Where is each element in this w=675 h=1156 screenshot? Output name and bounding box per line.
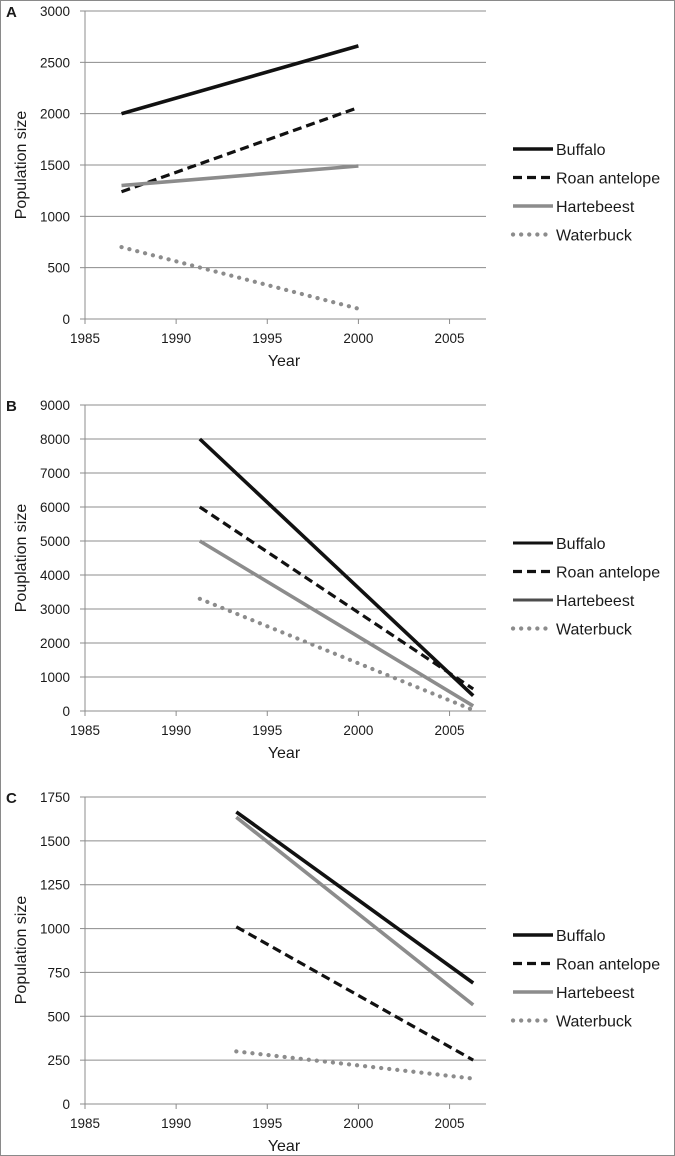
y-tick-label: 0 — [62, 704, 70, 719]
y-tick-label: 6000 — [40, 500, 70, 515]
x-tick-label: 1985 — [70, 331, 100, 346]
y-tick-label: 0 — [62, 312, 70, 327]
legend-label-roan-antelope: Roan antelope — [556, 171, 660, 188]
series-line-waterbuck — [119, 245, 361, 311]
y-tick-label: 9000 — [40, 398, 70, 413]
y-tick-label: 3000 — [40, 602, 70, 617]
x-axis-title: Year — [268, 1138, 301, 1155]
y-axis-title: Population size — [13, 111, 30, 220]
x-tick-label: 2000 — [343, 331, 373, 346]
legend-label-waterbuck: Waterbuck — [556, 622, 633, 639]
series-line-waterbuck — [197, 596, 476, 713]
series-line-buffalo — [121, 44, 359, 116]
legend-label-buffalo: Buffalo — [556, 142, 606, 159]
y-tick-label: 2500 — [40, 55, 70, 70]
y-tick-label: 5000 — [40, 534, 70, 549]
y-tick-label: 1000 — [40, 670, 70, 685]
y-tick-label: 1500 — [40, 834, 70, 849]
y-tick-label: 1500 — [40, 158, 70, 173]
y-tick-label: 500 — [47, 261, 70, 276]
y-tick-label: 1750 — [40, 790, 70, 805]
x-tick-label: 1990 — [161, 331, 191, 346]
panel-label-b: B — [6, 398, 17, 415]
y-tick-label: 1000 — [40, 922, 70, 937]
legend-label-waterbuck: Waterbuck — [556, 228, 633, 245]
y-tick-label: 0 — [62, 1097, 70, 1112]
series-line-hartebeest — [198, 539, 475, 708]
legend-label-hartebeest: Hartebeest — [556, 593, 635, 610]
y-tick-label: 3000 — [40, 4, 70, 19]
legend-label-buffalo: Buffalo — [556, 928, 606, 945]
x-tick-label: 1990 — [161, 1116, 191, 1131]
y-axis-title: Pouplation size — [13, 504, 30, 613]
x-tick-label: 2005 — [435, 1116, 465, 1131]
legend-label-waterbuck: Waterbuck — [556, 1014, 633, 1031]
x-tick-label: 1995 — [252, 331, 282, 346]
y-tick-label: 1250 — [40, 878, 70, 893]
series-line-roan-antelope — [120, 105, 359, 194]
legend-label-roan-antelope: Roan antelope — [556, 957, 660, 974]
x-tick-label: 2005 — [435, 723, 465, 738]
x-tick-label: 1985 — [70, 723, 100, 738]
y-tick-label: 7000 — [40, 466, 70, 481]
x-tick-label: 1995 — [252, 723, 282, 738]
series-line-hartebeest — [235, 815, 475, 1007]
series-line-buffalo — [235, 810, 475, 985]
legend-label-roan-antelope: Roan antelope — [556, 565, 660, 582]
y-tick-label: 2000 — [40, 107, 70, 122]
y-tick-label: 4000 — [40, 568, 70, 583]
x-axis-title: Year — [268, 353, 301, 370]
panel-label-c: C — [6, 790, 17, 807]
y-axis-title: Population size — [13, 896, 30, 1005]
y-tick-label: 500 — [47, 1009, 70, 1024]
x-tick-label: 2000 — [343, 1116, 373, 1131]
series-line-buffalo — [198, 437, 475, 698]
series-line-roan-antelope — [198, 505, 475, 691]
series-line-waterbuck — [234, 1049, 476, 1081]
panel-label-a: A — [6, 4, 17, 21]
y-tick-label: 1000 — [40, 209, 70, 224]
y-tick-label: 2000 — [40, 636, 70, 651]
x-tick-label: 2000 — [343, 723, 373, 738]
x-tick-label: 1990 — [161, 723, 191, 738]
x-axis-title: Year — [268, 745, 301, 762]
series-line-hartebeest — [121, 164, 359, 188]
y-tick-label: 750 — [47, 965, 70, 980]
y-tick-label: 8000 — [40, 432, 70, 447]
legend-label-hartebeest: Hartebeest — [556, 985, 635, 1002]
y-tick-label: 250 — [47, 1053, 70, 1068]
x-tick-label: 1995 — [252, 1116, 282, 1131]
legend-label-hartebeest: Hartebeest — [556, 199, 635, 216]
x-tick-label: 2005 — [435, 331, 465, 346]
legend-label-buffalo: Buffalo — [556, 536, 606, 553]
x-tick-label: 1985 — [70, 1116, 100, 1131]
series-line-roan-antelope — [235, 925, 474, 1062]
